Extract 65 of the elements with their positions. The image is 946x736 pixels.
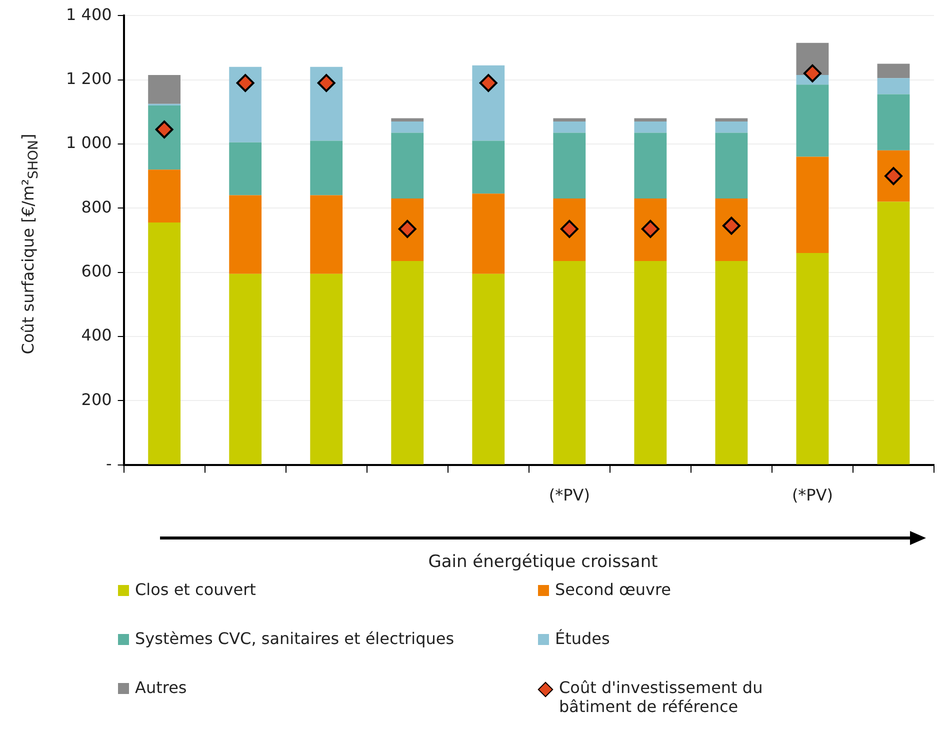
- bar: [229, 274, 262, 464]
- point: [236, 74, 254, 92]
- point: [317, 74, 336, 92]
- bar: [634, 118, 667, 122]
- bar: [391, 121, 424, 133]
- bar: [796, 253, 829, 464]
- bar: [715, 118, 748, 122]
- bar: [553, 261, 586, 464]
- bar: [310, 274, 343, 464]
- bar: [229, 195, 262, 274]
- bar: [877, 78, 910, 94]
- bar: [148, 74, 181, 104]
- y-tick-label: 400: [81, 326, 112, 345]
- bar: [553, 121, 586, 133]
- y-tick-label: 600: [81, 261, 112, 280]
- bar: [472, 274, 505, 464]
- y-tick-label: 800: [81, 197, 112, 216]
- y-tick-label: 1 000: [66, 133, 112, 152]
- legend-label: Études: [555, 629, 610, 648]
- legend-label: Autres: [135, 678, 187, 697]
- y-tick-label: 1 400: [66, 4, 112, 24]
- bar: [796, 156, 829, 254]
- x-tick-label: (*PV): [548, 486, 590, 505]
- bar: [715, 121, 748, 133]
- y-tick-label: 1 200: [66, 68, 112, 88]
- bar: [310, 66, 343, 141]
- bar: [715, 132, 748, 198]
- bar: [229, 66, 262, 142]
- bar: [310, 195, 343, 274]
- bar: [148, 222, 181, 464]
- bar: [796, 84, 829, 157]
- bar: [877, 202, 910, 464]
- bar: [715, 261, 748, 464]
- bar: [472, 194, 505, 274]
- y-tick-label: -: [106, 454, 112, 473]
- bar: [877, 150, 910, 202]
- point: [803, 64, 822, 82]
- bar: [877, 64, 910, 78]
- bar: [229, 142, 262, 196]
- legend-label: Coût d'investissement du bâtiment de référence: [559, 678, 764, 716]
- y-tick-label: 200: [81, 390, 112, 409]
- x-tick-label: (*PV): [792, 486, 834, 505]
- bar: [634, 261, 667, 464]
- bar: [472, 65, 505, 141]
- bar: [553, 118, 586, 122]
- bar: [634, 132, 667, 198]
- bar: [310, 140, 343, 196]
- bar: [148, 105, 181, 170]
- legend-label: Systèmes CVC, sanitaires et électriques: [135, 629, 454, 648]
- x-axis-title: Gain énergétique croissant: [427, 552, 659, 572]
- bar: [715, 198, 748, 262]
- bar: [877, 94, 910, 150]
- bar: [472, 140, 505, 194]
- bar: [634, 121, 667, 133]
- bar: [391, 132, 424, 198]
- legend-label: Second œuvre: [555, 580, 672, 599]
- bar: [391, 198, 424, 262]
- bar: [634, 198, 667, 262]
- bar: [553, 132, 586, 198]
- bar: [391, 261, 424, 464]
- bar: [148, 170, 181, 223]
- bar: [553, 198, 586, 262]
- point: [479, 74, 498, 92]
- legend-label: Clos et couvert: [135, 580, 256, 599]
- bar: [391, 118, 424, 122]
